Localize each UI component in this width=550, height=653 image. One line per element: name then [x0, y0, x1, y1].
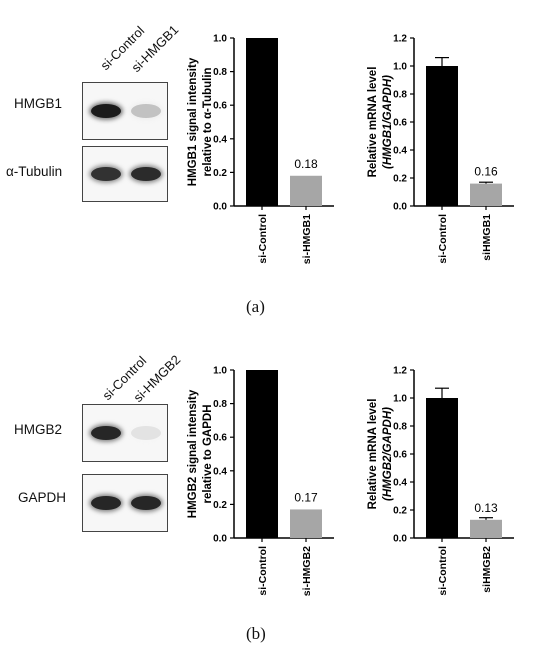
bar	[426, 398, 458, 538]
y-tick-label: 0.6	[393, 118, 407, 129]
y-tick-label: 0.6	[213, 433, 227, 444]
y-tick-label: 0.4	[393, 146, 407, 157]
y-tick-label: 0.6	[393, 450, 407, 461]
x-tick-label: si-HMGB1	[301, 214, 313, 264]
band	[91, 426, 121, 440]
y-axis-label: (HMGB1/GAPDH)	[382, 75, 394, 169]
x-tick-label: si-Control	[257, 214, 269, 264]
blot-image-target	[82, 404, 168, 462]
band	[131, 167, 161, 181]
band	[131, 104, 161, 118]
y-tick-label: 1.0	[393, 394, 407, 405]
y-tick-label: 0.4	[393, 478, 407, 489]
y-tick-label: 1.2	[393, 34, 407, 45]
blot-image-loading	[82, 146, 168, 202]
x-tick-label: si-Control	[437, 546, 449, 596]
blot-image-loading	[82, 474, 168, 532]
blot-row-label-target: HMGB1	[14, 96, 63, 111]
y-tick-label: 1.0	[393, 62, 407, 73]
y-tick-label: 0.0	[393, 534, 407, 545]
x-tick-label: siHMGB2	[481, 546, 493, 593]
y-tick-label: 1.0	[213, 366, 227, 377]
x-tick-label: siHMGB1	[481, 214, 493, 261]
data-label: 0.17	[294, 490, 318, 504]
bar-chart-b-protein: 0.0 0.2 0.4 0.6 0.8 1.0 HMGB2 signal intensity…	[187, 366, 334, 596]
bar-chart-a-protein: 0.0 0.2 0.4 0.6 0.8 1.0 HMGB1 signal intensity…	[187, 34, 334, 264]
y-tick-label: 0.8	[393, 422, 407, 433]
blot-row-label-loading: α-Tubulin	[6, 164, 63, 179]
bar	[426, 66, 458, 206]
x-tick-label: si-Control	[437, 214, 449, 264]
blot-row-label-target: HMGB2	[14, 422, 63, 437]
y-tick-label: 0.6	[213, 101, 227, 112]
bar	[470, 183, 502, 206]
x-tick-label: si-HMGB2	[301, 546, 313, 596]
blot-image-target	[82, 82, 168, 140]
bar-chart-b-mrna: 0.0 0.2 0.4 0.6 0.8 1.0 1.2 Relative mRNA level…	[367, 366, 514, 596]
bar	[290, 175, 322, 206]
y-axis-label: Relative mRNA level	[367, 399, 379, 510]
y-tick-label: 0.8	[213, 399, 227, 410]
panel-letter-a: (a)	[246, 297, 265, 316]
y-tick-label: 0.0	[213, 534, 227, 545]
y-tick-label: 0.2	[393, 174, 407, 185]
band	[91, 104, 121, 118]
y-axis-label: relative to α-Tubulin	[202, 67, 214, 176]
data-label: 0.13	[474, 501, 498, 515]
bar	[470, 519, 502, 538]
y-tick-label: 0.2	[393, 506, 407, 517]
y-axis-label: HMGB1 signal intensity	[187, 57, 199, 186]
bar	[246, 370, 278, 538]
x-tick-label: si-Control	[257, 546, 269, 596]
y-tick-label: 1.0	[213, 34, 227, 45]
data-label: 0.18	[294, 157, 318, 171]
panel-letter-b: (b)	[246, 624, 266, 643]
band	[91, 167, 121, 181]
y-axis-label: relative to GAPDH	[202, 404, 214, 503]
y-tick-label: 0.0	[213, 202, 227, 213]
band	[131, 426, 161, 440]
y-tick-label: 1.2	[393, 366, 407, 377]
y-tick-label: 0.8	[213, 67, 227, 78]
bar	[246, 38, 278, 206]
bar-chart-a-mrna: 0.0 0.2 0.4 0.6 0.8 1.0 1.2 Relative mRNA level…	[367, 34, 514, 264]
panel-b: si-Control si-HMGB2 HMGB2 GAPDH 0.0 0.2 0.…	[0, 330, 550, 653]
y-tick-label: 0.8	[393, 90, 407, 101]
panel-a: si-Control si-HMGB1 HMGB1 α-Tubulin 0.0 0…	[6, 22, 514, 316]
y-axis-label: Relative mRNA level	[367, 67, 379, 178]
y-tick-label: 0.2	[213, 500, 227, 511]
y-tick-label: 0.2	[213, 168, 227, 179]
y-axis-label: (HMGB2/GAPDH)	[382, 407, 394, 501]
blot-row-label-loading: GAPDH	[18, 490, 67, 505]
bar	[290, 509, 322, 538]
y-tick-label: 0.4	[213, 466, 227, 477]
data-label: 0.16	[474, 165, 498, 179]
y-tick-label: 0.4	[213, 134, 227, 145]
band	[91, 496, 121, 510]
y-axis-label: HMGB2 signal intensity	[187, 389, 199, 518]
y-tick-label: 0.0	[393, 202, 407, 213]
band	[131, 496, 161, 510]
